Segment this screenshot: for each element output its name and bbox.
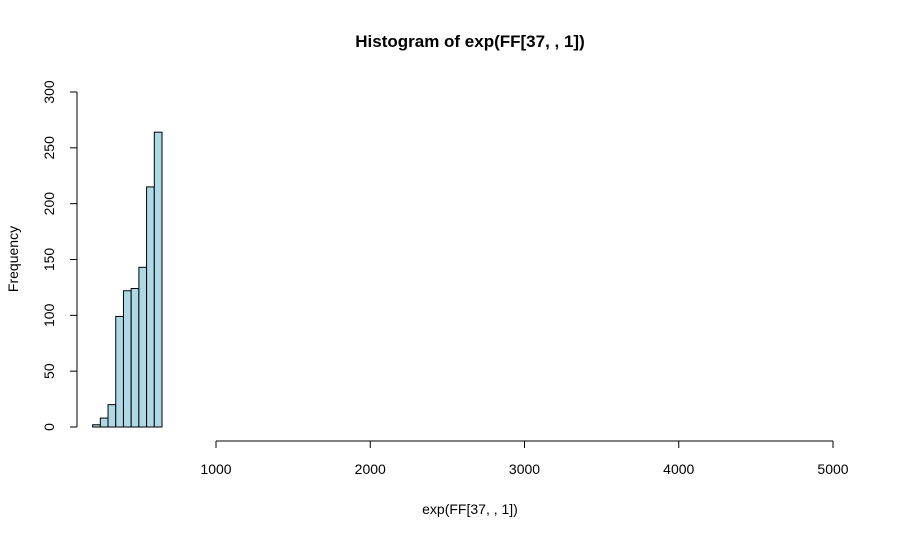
histogram-bar: [153, 131, 163, 428]
histogram-bar: [122, 290, 132, 428]
x-tick-label: 5000: [817, 461, 848, 477]
histogram-bar: [92, 424, 101, 428]
chart-title: Histogram of exp(FF[37, , 1]): [355, 32, 585, 51]
x-axis: 1000 2000 3000 4000 5000: [200, 440, 849, 477]
bars-group: [92, 131, 163, 428]
y-tick-label: 200: [41, 192, 57, 216]
y-tick-label: 50: [41, 363, 57, 379]
y-tick-label: 0: [41, 423, 57, 431]
histogram-bar: [99, 417, 109, 428]
x-tick-label: 1000: [200, 461, 231, 477]
y-tick-label: 250: [41, 136, 57, 160]
y-axis: 0 50 100 150 200 250 300: [41, 80, 78, 431]
histogram-bar: [138, 266, 148, 428]
y-tick-label: 100: [41, 303, 57, 327]
x-tick-label: 2000: [355, 461, 386, 477]
x-axis-label: exp(FF[37, , 1]): [422, 501, 518, 517]
histogram-bar: [107, 404, 117, 428]
histogram-bar: [115, 315, 124, 428]
y-tick-label: 300: [41, 80, 57, 104]
x-tick-label: 4000: [663, 461, 694, 477]
y-axis-label: Frequency: [5, 226, 21, 292]
histogram-bar: [130, 288, 140, 428]
x-tick-label: 3000: [509, 461, 540, 477]
histogram-bar: [146, 186, 155, 428]
y-tick-label: 150: [41, 248, 57, 272]
